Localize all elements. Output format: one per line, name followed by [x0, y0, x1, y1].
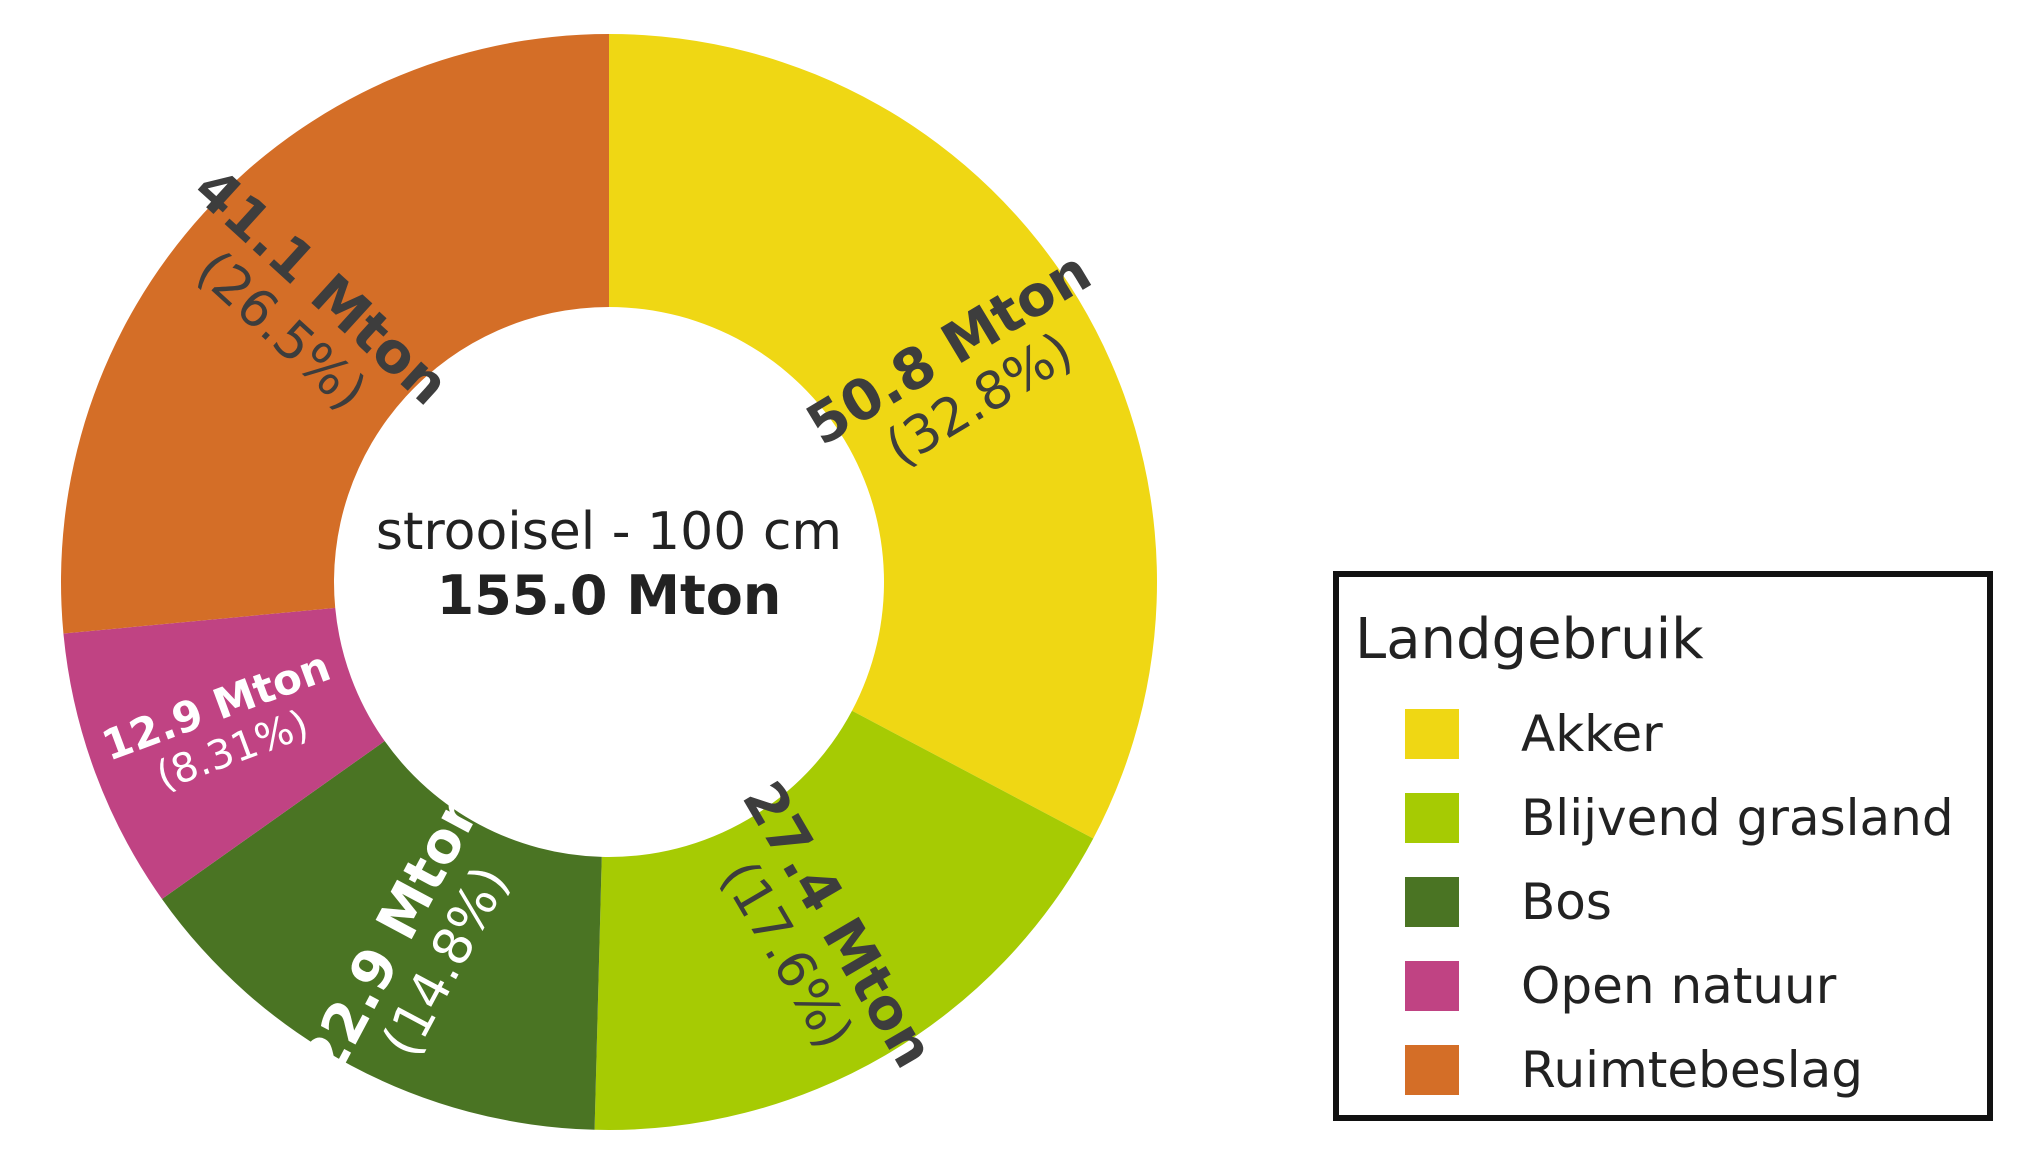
legend-swatch: [1405, 877, 1459, 927]
legend-swatch: [1405, 961, 1459, 1011]
donut-slice-open-natuur: [63, 607, 385, 899]
donut-slice-akker: [609, 34, 1158, 839]
legend-item-ruimtebeslag: Ruimtebeslag: [1405, 1038, 1863, 1102]
center-title: strooisel - 100 cm: [375, 502, 843, 562]
legend-item-blijvend-grasland: Blijvend grasland: [1405, 786, 1954, 850]
legend: Landgebruik Akker Blijvend grasland Bos …: [1333, 571, 1993, 1121]
legend-swatch: [1405, 709, 1459, 759]
legend-label: Open natuur: [1521, 957, 1837, 1015]
legend-label: Bos: [1521, 873, 1612, 931]
donut-slice-bos: [161, 741, 602, 1130]
legend-item-bos: Bos: [1405, 870, 1612, 934]
legend-item-akker: Akker: [1405, 702, 1663, 766]
donut-chart: 50.8 Mton(32.8%)27.4 Mton(17.6%)22.9 Mto…: [61, 34, 1158, 1131]
center-total: 155.0 Mton: [436, 564, 782, 627]
donut-slice-ruimtebeslag: [61, 34, 610, 634]
donut-slice-blijvend-grasland: [594, 710, 1094, 1131]
legend-title: Landgebruik: [1355, 607, 1704, 672]
donut-center-label: strooisel - 100 cm 155.0 Mton: [334, 500, 884, 628]
legend-label: Ruimtebeslag: [1521, 1041, 1863, 1099]
legend-label: Akker: [1521, 705, 1663, 763]
legend-swatch: [1405, 793, 1459, 843]
legend-item-open-natuur: Open natuur: [1405, 954, 1836, 1018]
legend-swatch: [1405, 1045, 1459, 1095]
legend-label: Blijvend grasland: [1521, 789, 1954, 847]
